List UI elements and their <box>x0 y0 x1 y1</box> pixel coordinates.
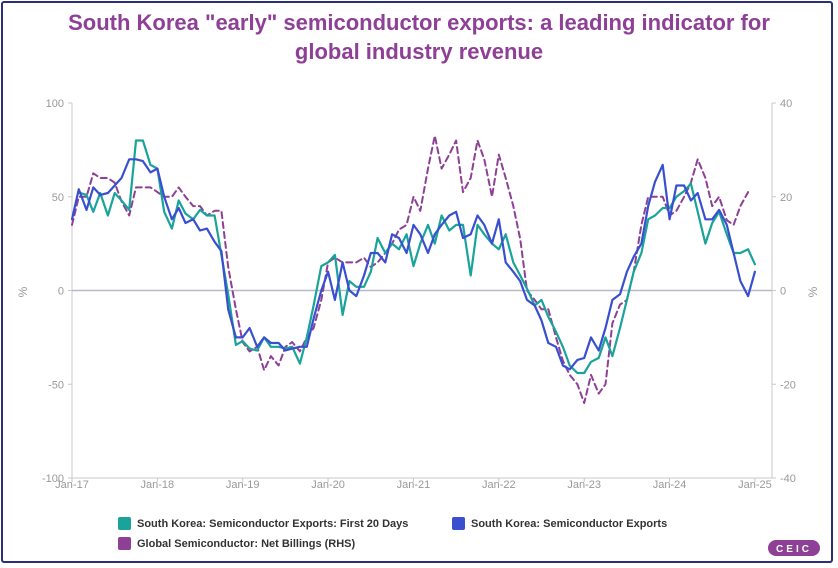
legend-swatch-blue <box>452 517 465 530</box>
legend-label-net-billings: Global Semiconductor: Net Billings (RHS) <box>137 537 356 550</box>
right-tick-label: -20 <box>780 379 796 391</box>
series-layer <box>70 134 757 404</box>
ceic-logo-text: CEIC <box>776 544 812 555</box>
left-tick-label: 100 <box>46 98 64 110</box>
x-tick-label: Jan-18 <box>141 479 175 491</box>
ceic-logo: CEIC <box>768 540 820 556</box>
chart-title-line-2: global industry revenue <box>294 39 544 64</box>
left-tick-label: 0 <box>58 286 64 298</box>
x-tick-label: Jan-19 <box>226 479 260 491</box>
right-axis-unit-label: % <box>806 286 820 297</box>
left-axis-unit-label: % <box>16 286 30 297</box>
x-tick-label: Jan-20 <box>311 479 345 491</box>
legend-item-first-20-days: South Korea: Semiconductor Exports: Firs… <box>118 517 408 530</box>
legend: South Korea: Semiconductor Exports: Firs… <box>118 517 758 557</box>
x-tick-label: Jan-22 <box>482 479 516 491</box>
legend-label-first-20-days: South Korea: Semiconductor Exports: Firs… <box>137 517 409 530</box>
right-tick-label: 40 <box>780 98 792 110</box>
legend-label-exports: South Korea: Semiconductor Exports <box>471 517 668 530</box>
right-tick-label: 0 <box>780 286 786 298</box>
x-axis: Jan-17 Jan-18 Jan-19 Jan-20 Jan-21 Jan-22 Jan-… <box>55 289 772 491</box>
legend-item-net-billings: Global Semiconductor: Net Billings (RHS) <box>118 537 355 550</box>
legend-item-exports: South Korea: Semiconductor Exports <box>452 517 667 530</box>
chart-title-line-1: South Korea "early" semiconductor export… <box>68 10 770 35</box>
legend-swatch-purple <box>118 537 131 550</box>
right-tick-label: 20 <box>780 192 792 204</box>
series-line-exports <box>70 158 757 371</box>
x-tick-label: Jan-17 <box>55 479 89 491</box>
left-tick-label: -50 <box>48 379 64 391</box>
series-line-net-billings <box>71 134 750 404</box>
x-tick-label: Jan-25 <box>738 479 772 491</box>
series-line-first-20-days <box>79 139 757 375</box>
left-tick-label: 50 <box>52 192 64 204</box>
legend-swatch-teal <box>118 517 131 530</box>
right-tick-label: -40 <box>780 473 796 485</box>
left-y-axis: 100 50 0 -50 -100 <box>42 98 73 485</box>
right-y-axis: 40 20 0 -20 -40 <box>771 98 796 485</box>
x-tick-label: Jan-23 <box>567 479 601 491</box>
chart-title: South Korea "early" semiconductor export… <box>0 8 838 66</box>
left-tick-label: -100 <box>42 473 64 485</box>
x-tick-label: Jan-21 <box>397 479 431 491</box>
x-tick-label: Jan-24 <box>653 479 687 491</box>
